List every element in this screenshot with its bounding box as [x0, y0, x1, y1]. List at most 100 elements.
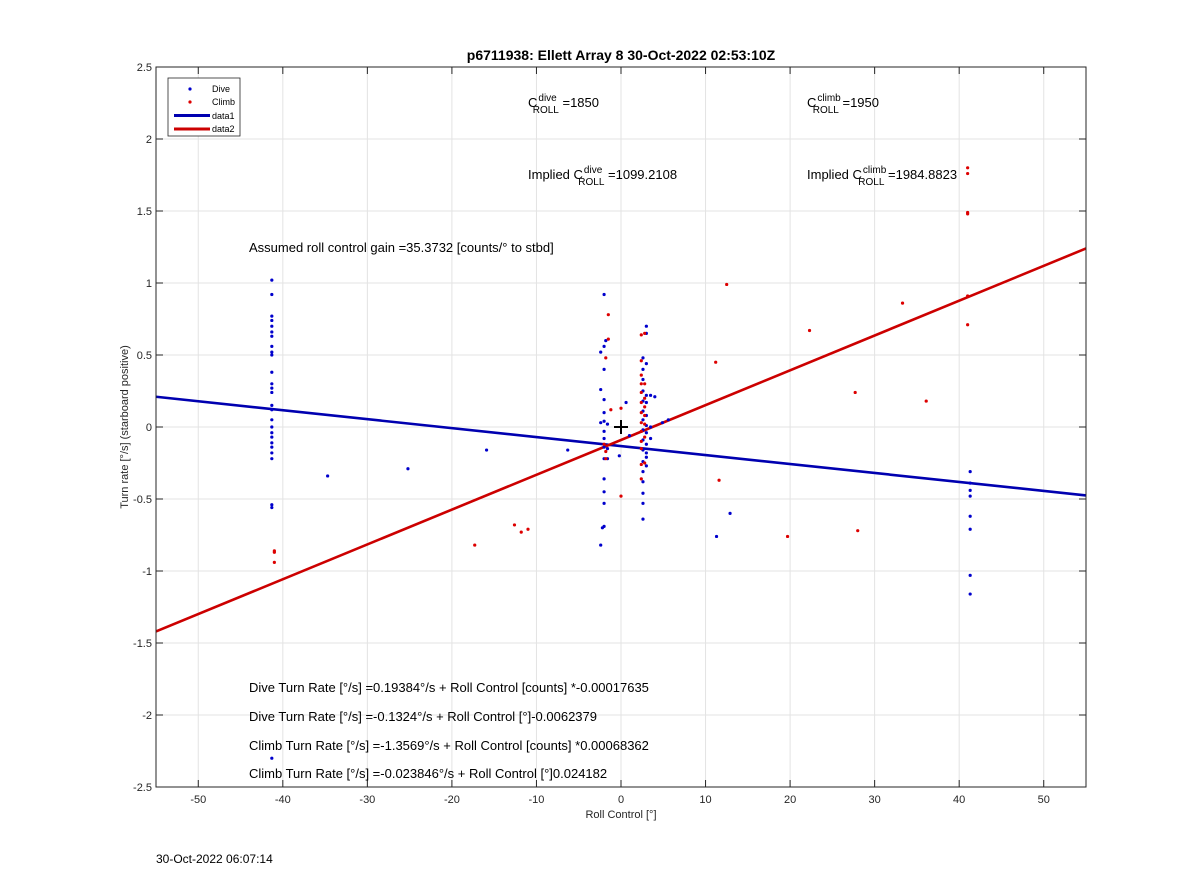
- y-tick-label: 1: [146, 278, 152, 290]
- climb-point: [639, 411, 643, 415]
- dive-point: [644, 393, 648, 397]
- dive-point: [641, 501, 645, 505]
- climb-point: [966, 294, 970, 298]
- annotation-implied-dive: Implied Cdive ROLL =1099.2108: [528, 165, 677, 188]
- dive-point: [968, 573, 972, 577]
- climb-point: [526, 527, 530, 531]
- dive-point: [641, 491, 645, 495]
- dive-point: [599, 543, 603, 547]
- dive-point: [270, 457, 274, 461]
- legend-box: [167, 77, 241, 137]
- dive-point: [599, 387, 603, 392]
- annotation-roll-gain: Assumed roll control gain =35.3732 [coun…: [249, 240, 554, 255]
- x-tick-label: 10: [699, 794, 711, 806]
- dive-point: [644, 324, 648, 328]
- equation-dive-degrees: Dive Turn Rate [°/s] =-0.1324°/s + Roll …: [249, 709, 597, 724]
- dive-point: [270, 451, 274, 455]
- dive-point: [624, 400, 628, 405]
- fit-line-data2: [155, 247, 1087, 633]
- climb-point: [473, 543, 477, 547]
- climb-point: [619, 494, 623, 498]
- dive-point: [968, 514, 972, 518]
- dive-point: [602, 367, 606, 371]
- dive-point: [270, 441, 274, 445]
- dive-point: [270, 334, 274, 338]
- dive-point: [270, 386, 274, 390]
- climb-point: [643, 422, 647, 426]
- x-tick-label: 20: [784, 794, 796, 806]
- dive-point: [605, 422, 610, 426]
- climb-point: [639, 421, 643, 425]
- climb-point: [856, 529, 860, 533]
- climb-point: [639, 373, 643, 377]
- dive-point: [270, 431, 274, 435]
- dive-point: [270, 503, 274, 507]
- y-tick-label: -2: [142, 710, 152, 722]
- climb-point: [606, 337, 610, 341]
- climb-point: [639, 439, 643, 443]
- climb-point: [272, 550, 276, 554]
- dive-point: [602, 419, 606, 423]
- equation-climb-counts: Climb Turn Rate [°/s] =-1.3569°/s + Roll…: [249, 738, 649, 753]
- dive-point: [728, 511, 732, 515]
- climb-point: [714, 360, 718, 364]
- dive-point: [641, 367, 645, 371]
- dive-point: [270, 382, 274, 386]
- x-tick-label: -40: [275, 794, 291, 806]
- climb-point: [609, 408, 613, 412]
- y-tick-label: -1: [142, 566, 152, 578]
- climb-point: [643, 405, 647, 409]
- dive-point: [406, 467, 410, 471]
- climb-point: [643, 396, 647, 400]
- x-tick-label: -50: [190, 794, 206, 806]
- print-timestamp: 30-Oct-2022 06:07:14: [156, 852, 273, 866]
- dive-point: [602, 292, 606, 297]
- dive-point: [270, 425, 274, 429]
- dive-point: [602, 411, 606, 415]
- dive-point: [968, 470, 972, 474]
- y-tick-label: 0.5: [137, 350, 152, 362]
- dive-point: [968, 488, 972, 492]
- y-tick-label: -0.5: [133, 494, 152, 506]
- climb-point: [639, 447, 643, 451]
- climb-point: [966, 166, 970, 170]
- dive-point: [270, 370, 274, 374]
- climb-point: [643, 435, 647, 439]
- dive-point: [968, 494, 972, 498]
- dive-point: [660, 421, 665, 425]
- dive-point: [566, 448, 570, 452]
- annotation-c-dive: Cdive ROLL =1850: [528, 93, 599, 116]
- dive-point: [270, 408, 274, 412]
- dive-point: [270, 330, 274, 334]
- dive-point: [602, 344, 606, 348]
- climb-point: [639, 477, 643, 481]
- dive-point: [627, 434, 632, 438]
- legend-dive-marker: [188, 87, 192, 91]
- climb-point: [643, 461, 647, 465]
- climb-point: [725, 282, 729, 287]
- dive-point: [270, 445, 274, 449]
- dive-point: [270, 506, 274, 510]
- dive-point: [714, 534, 719, 539]
- climb-point: [602, 442, 606, 446]
- climb-point: [519, 530, 523, 534]
- dive-point: [602, 429, 606, 433]
- x-tick-label: 0: [618, 794, 624, 806]
- climb-point: [807, 328, 812, 333]
- dive-point: [326, 474, 330, 478]
- climb-point: [785, 534, 790, 539]
- dive-point: [602, 398, 606, 402]
- climb-point: [512, 523, 517, 527]
- climb-point: [966, 323, 970, 327]
- dive-point: [641, 356, 645, 360]
- y-tick-label: 2: [146, 134, 152, 146]
- x-tick-label: -10: [529, 794, 545, 806]
- legend: Dive Climb data1 data2: [167, 77, 241, 137]
- dive-point: [605, 447, 610, 451]
- dive-point: [644, 400, 648, 405]
- dive-point: [602, 501, 606, 505]
- dive-point: [644, 442, 648, 446]
- dive-point: [270, 403, 274, 407]
- climb-point: [643, 382, 647, 386]
- dive-point: [644, 464, 648, 468]
